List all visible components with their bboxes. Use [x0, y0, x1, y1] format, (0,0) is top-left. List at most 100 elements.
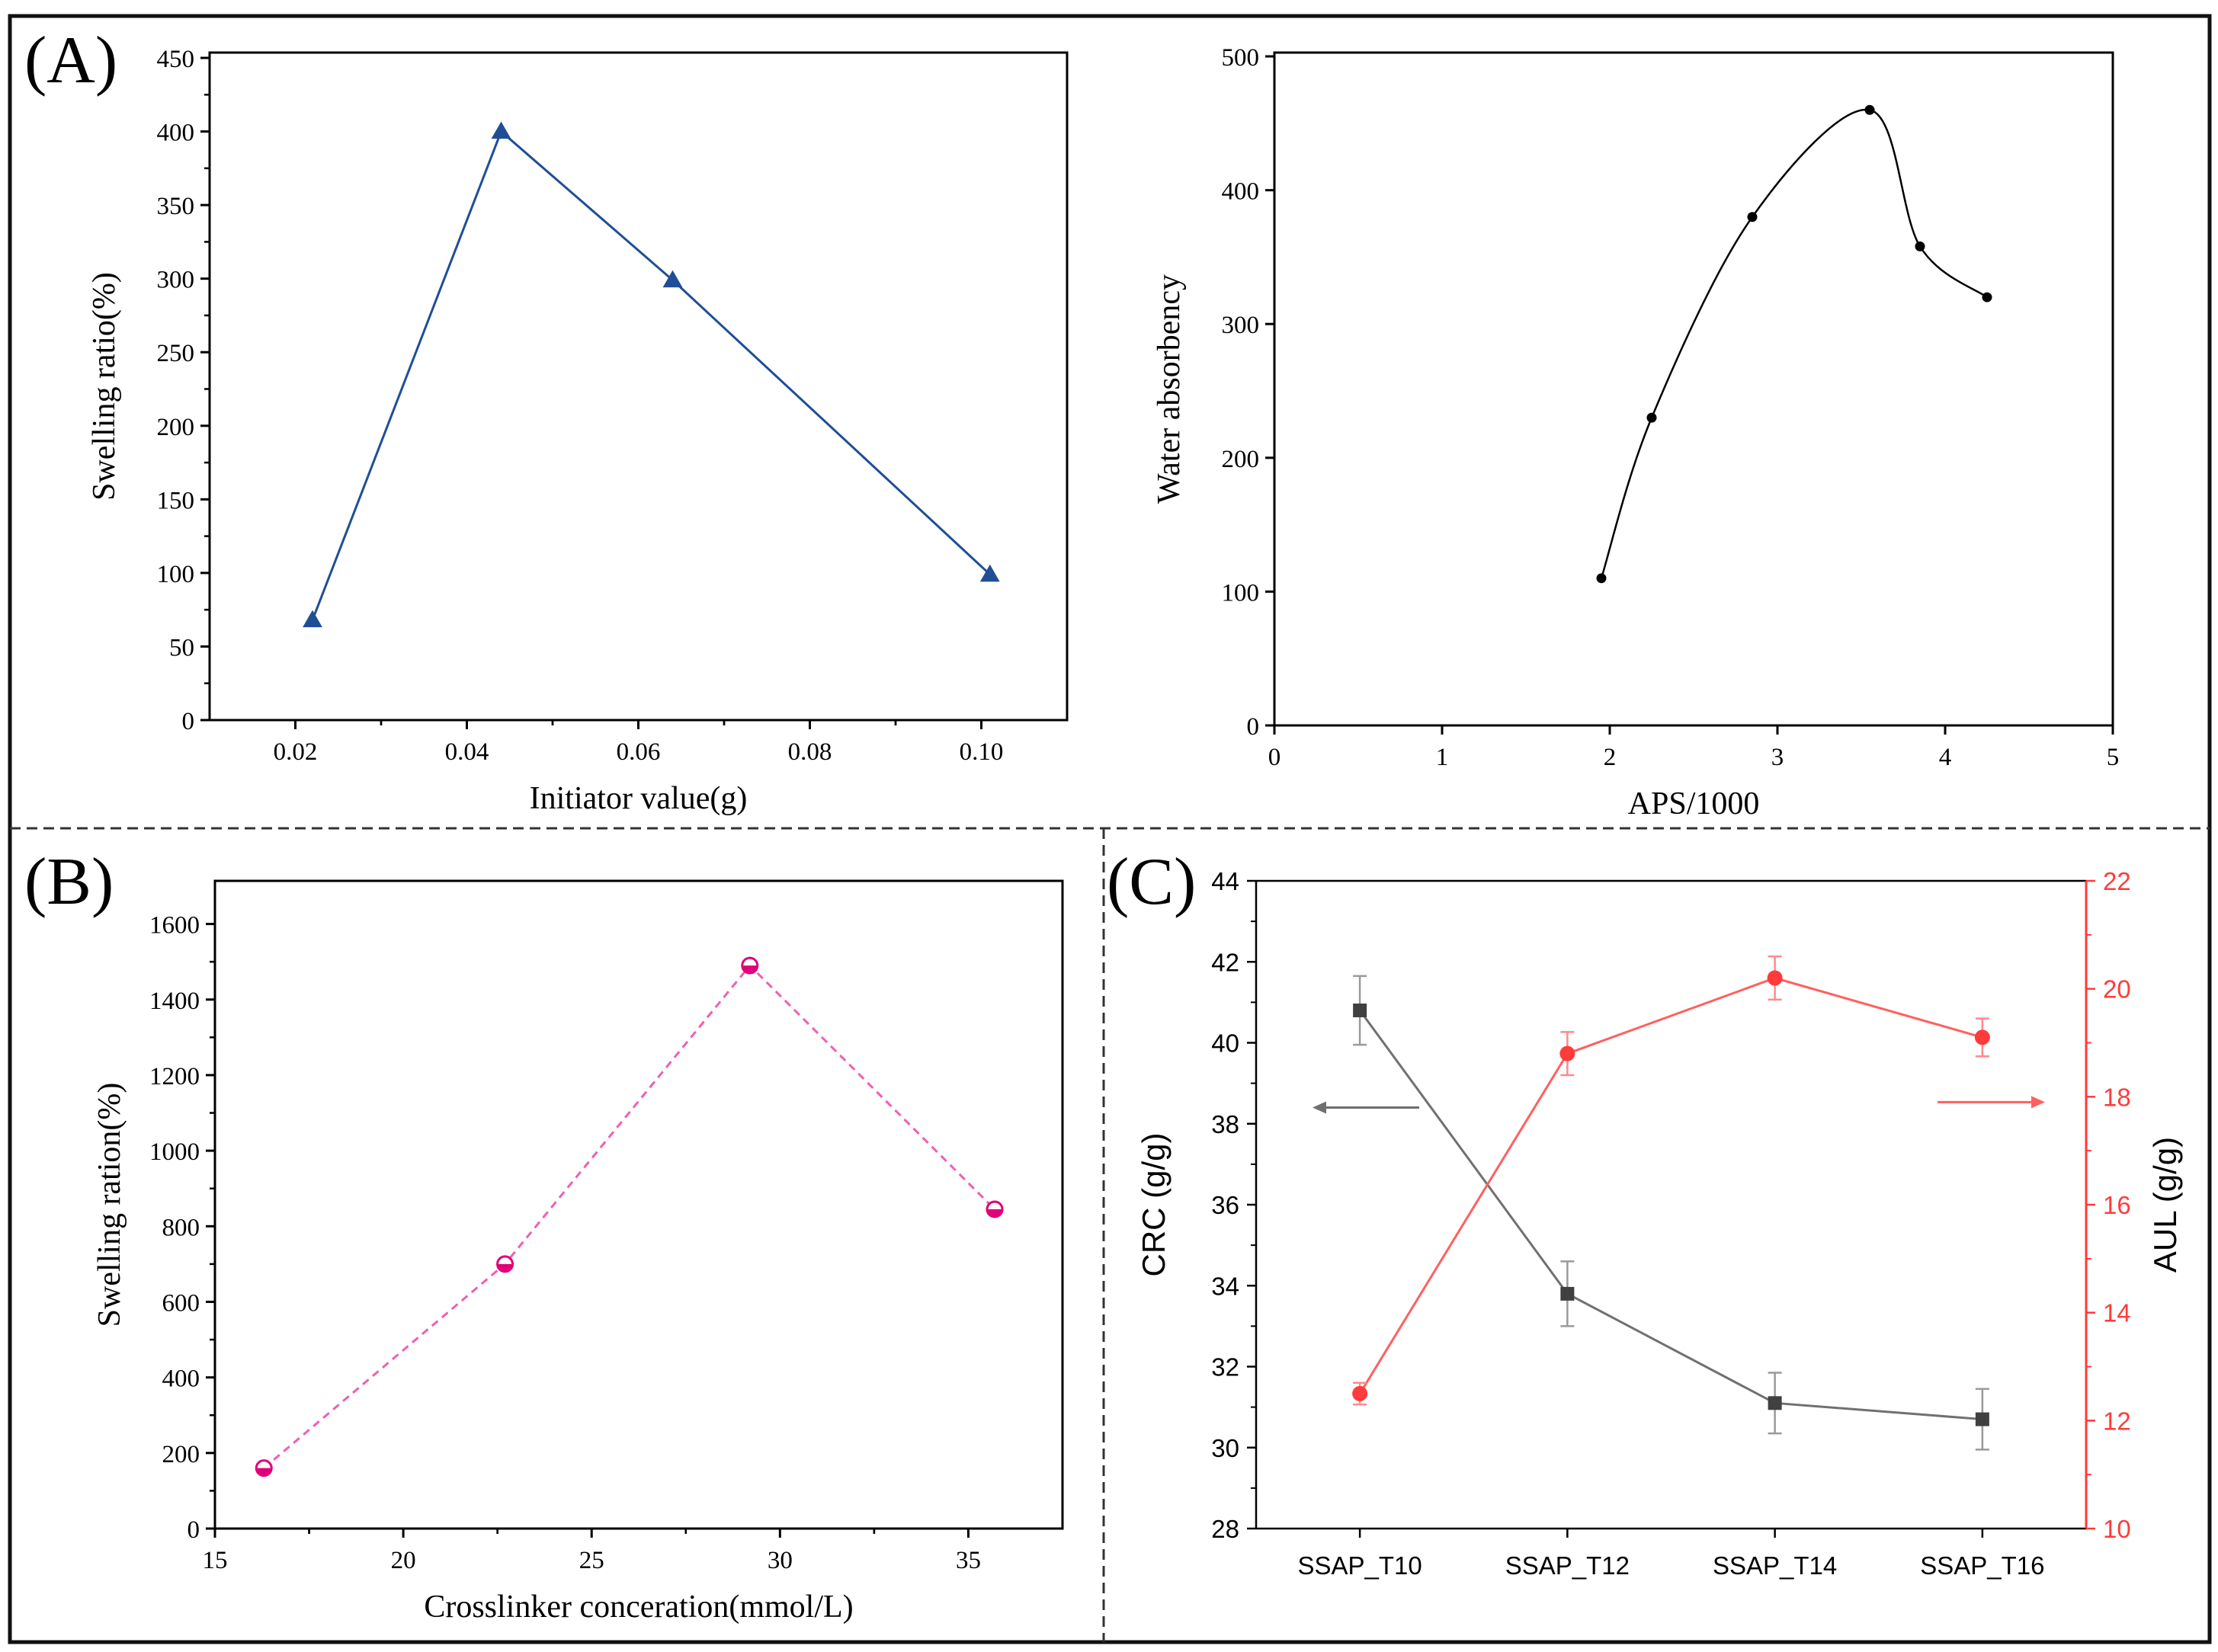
x-tick-label: 0.06: [617, 738, 661, 766]
x-tick-label: 20: [391, 1547, 416, 1574]
data-point-5: [1915, 241, 1925, 251]
panel-label-a: (A): [24, 24, 117, 98]
x-tick-label: 35: [956, 1547, 981, 1574]
data-point-1: [1596, 573, 1607, 584]
y-right-tick-label: 22: [2103, 867, 2131, 895]
x-tick-label: 15: [203, 1547, 228, 1574]
x-tick-label: 0.08: [788, 738, 832, 766]
y-tick-label: 1600: [149, 912, 200, 940]
chart-aps-water-absorbency: 0 100 200 300 400 500 0 1 2 3 4 5 APS/1000 Water abso…: [1152, 44, 2119, 821]
data-point-1: [303, 610, 322, 628]
y-tick-label: 44: [1211, 867, 1239, 895]
x-tick-label: 4: [1939, 744, 1952, 771]
x-axis-label: Initiator value(g): [530, 781, 748, 816]
data-point-6: [1982, 292, 1992, 303]
y-tick-label: 0: [188, 1516, 200, 1544]
axis-arrow-left-head-icon: [1313, 1101, 1326, 1114]
x-tick-label: 0.04: [445, 738, 489, 766]
y-axis-label: Swelling ratio(%): [87, 272, 122, 501]
y-tick-label: 350: [157, 193, 195, 220]
y-tick-label: 1000: [149, 1138, 200, 1166]
chart-crc-aul: 28 30 32 34 36 38 40 42 44 10 12 14 16 18 20 22 SSAP_T10…: [1136, 867, 2183, 1580]
x-category-label: SSAP_T12: [1505, 1551, 1630, 1580]
y-tick-label: 300: [1222, 312, 1260, 339]
x-tick-label: 30: [768, 1547, 793, 1574]
chart-crosslinker-swelling: 0 200 400 600 800 1000 1200 1400 1600 15 20 25 30 35 C…: [92, 879, 1064, 1625]
data-point-2: [1559, 1045, 1575, 1061]
y-tick-label: 50: [169, 634, 194, 661]
data-point-2: [1646, 412, 1657, 423]
y-tick-label: 28: [1211, 1515, 1239, 1543]
y-tick-label: 400: [1222, 178, 1260, 206]
y-tick-label: 36: [1211, 1191, 1239, 1219]
series-aul: [1352, 955, 2045, 1406]
y-tick-label: 34: [1211, 1272, 1239, 1300]
x-tick-label: 3: [1771, 744, 1784, 771]
y-right-tick-label: 16: [2103, 1191, 2131, 1219]
series-line: [1358, 1010, 1982, 1421]
axis-arrow-right-head-icon: [2031, 1096, 2045, 1109]
plot-frame: [213, 879, 1064, 1530]
y-tick-label: 38: [1211, 1110, 1239, 1138]
y-axis-label: CRC (g/g): [1136, 1132, 1172, 1276]
panel-label-c: (C): [1107, 845, 1196, 919]
y-tick-label: 400: [157, 120, 195, 147]
y-tick-label: 600: [162, 1289, 200, 1317]
data-point-3-fill: [742, 965, 758, 974]
data-point-2: [1560, 1286, 1575, 1301]
y-right-tick-label: 14: [2103, 1299, 2131, 1327]
x-tick-label: 2: [1604, 744, 1617, 771]
x-axis-label: Crosslinker conceration(mmol/L): [424, 1590, 853, 1625]
x-tick-label: 0.10: [960, 738, 1004, 766]
data-point-1-fill: [256, 1468, 272, 1476]
y-tick-label: 800: [162, 1214, 200, 1241]
y-tick-label: 450: [157, 46, 195, 73]
data-point-3: [1767, 970, 1783, 986]
series-line: [311, 130, 991, 621]
y-tick-label: 40: [1211, 1029, 1239, 1058]
y-right-tick-label: 10: [2103, 1515, 2131, 1543]
data-point-4: [1974, 1029, 1990, 1045]
data-point-2: [496, 1255, 514, 1273]
y-right-tick-label: 20: [2103, 975, 2131, 1004]
data-point-1: [1353, 1004, 1367, 1017]
x-tick-label: 0: [1268, 744, 1281, 771]
x-tick-label: 0.02: [274, 738, 318, 766]
x-tick-label: 5: [2107, 744, 2120, 771]
y-right-tick-label: 12: [2103, 1407, 2131, 1435]
x-tick-label: 25: [579, 1547, 604, 1574]
data-point-1: [255, 1459, 273, 1478]
plot-frame: [1273, 51, 2114, 727]
data-point-3: [1768, 1396, 1782, 1410]
y-tick-label: 32: [1211, 1353, 1239, 1381]
data-point-1: [1352, 1385, 1368, 1401]
y-axis-label: Swelling ration(%): [92, 1083, 127, 1327]
data-point-4: [986, 1200, 1004, 1218]
y-right-axis-label: AUL (g/g): [2147, 1137, 2183, 1273]
y-tick-label: 100: [1222, 579, 1260, 607]
y-tick-label: 200: [157, 414, 195, 441]
y-right-tick-label: 18: [2103, 1083, 2131, 1111]
y-tick-label: 100: [157, 561, 195, 588]
y-tick-label: 500: [1222, 44, 1260, 72]
x-axis-label: APS/1000: [1628, 786, 1760, 821]
chart-initiator-swelling: 0 50 100 150 200 250 300 350 400 450 0.02 0.04 0.06 0…: [87, 46, 1069, 816]
x-category-label: SSAP_T16: [1920, 1551, 2044, 1580]
data-point-3: [662, 270, 683, 288]
y-tick-label: 150: [157, 487, 195, 514]
x-tick-label: 1: [1436, 744, 1449, 771]
y-tick-label: 200: [1222, 446, 1260, 473]
series-crc: [1313, 975, 1989, 1451]
y-tick-label: 1400: [149, 988, 200, 1015]
data-point-3: [1747, 212, 1758, 223]
series-line: [1358, 976, 1983, 1394]
panel-label-b: (B): [24, 845, 114, 919]
y-tick-label: 0: [1247, 713, 1260, 741]
series-line: [263, 963, 996, 1469]
y-axis-label: Water absorbency: [1152, 274, 1187, 504]
y-tick-label: 30: [1211, 1434, 1239, 1462]
x-category-label: SSAP_T14: [1713, 1551, 1837, 1580]
y-tick-label: 42: [1211, 948, 1239, 976]
